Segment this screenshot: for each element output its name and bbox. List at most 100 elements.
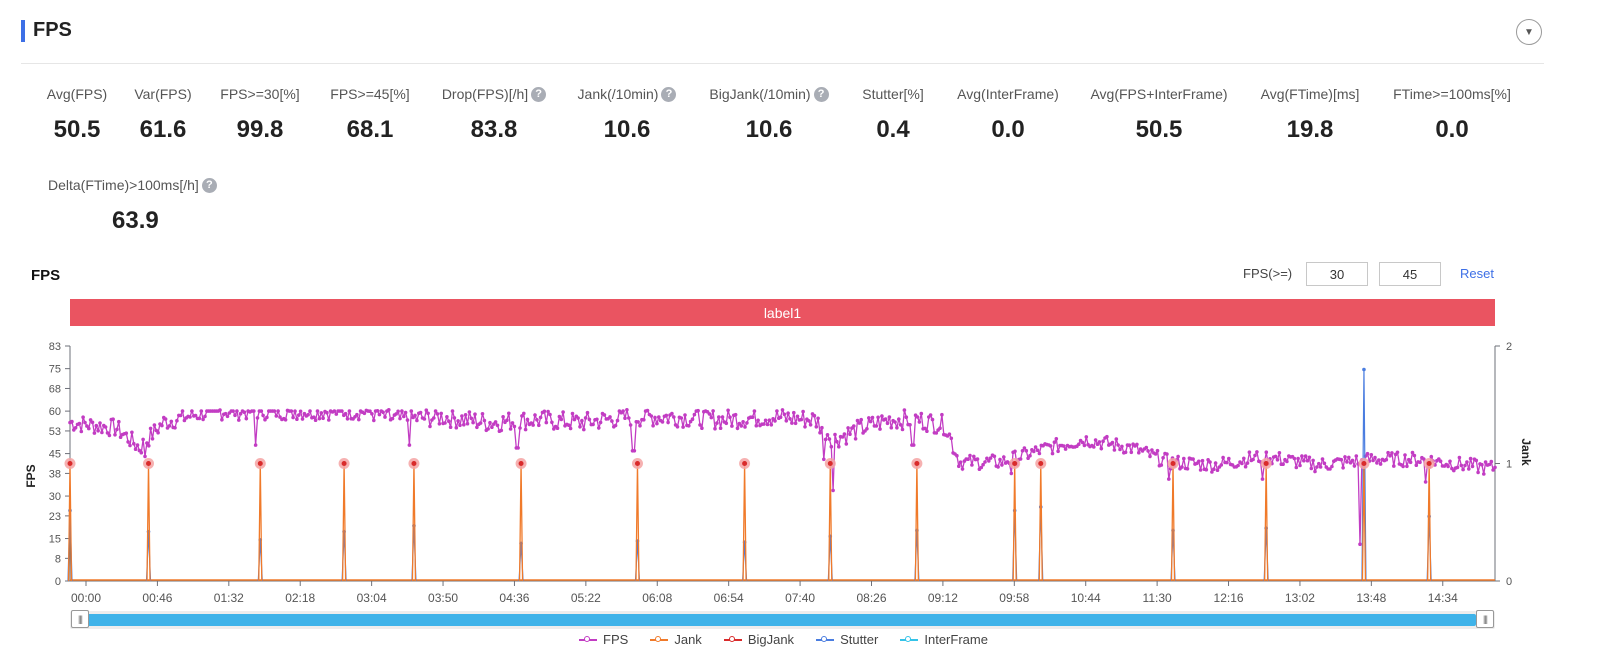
fps-point: [1022, 446, 1027, 450]
metric-label: Delta(FTime)>100ms[/h]?: [48, 177, 217, 193]
fps-point: [1062, 444, 1066, 448]
metric-label: Stutter[%]: [793, 86, 993, 102]
fps-point: [1463, 463, 1467, 468]
fps-point: [1232, 465, 1237, 469]
fps-point: [786, 411, 790, 416]
fps-point: [808, 423, 813, 427]
fps-point: [193, 413, 198, 418]
x-tick-label: 11:30: [1143, 591, 1172, 605]
fps-point: [709, 415, 714, 420]
zoom-slider-range[interactable]: [80, 614, 1476, 626]
y-tick-label: 15: [49, 534, 61, 546]
fps-point: [567, 423, 571, 428]
fps-point: [280, 417, 284, 422]
fps-point: [1120, 444, 1124, 449]
metric-card: Stutter[%] 0.4: [793, 86, 993, 144]
fps-point: [1397, 462, 1402, 466]
fps-point: [705, 410, 710, 414]
fps-point: [1416, 460, 1420, 464]
fps-point: [1320, 457, 1325, 461]
fps-point: [347, 409, 352, 413]
fps-point: [1187, 456, 1192, 461]
fps-point: [1367, 459, 1372, 463]
fps-point: [471, 420, 475, 425]
zoom-handle-right[interactable]: |||: [1476, 610, 1494, 628]
jank-spike: [1426, 463, 1432, 582]
fps-point: [904, 415, 909, 420]
fps-point: [92, 431, 97, 435]
stutter-spike: [145, 531, 152, 582]
jank-marker-halo: [408, 458, 420, 469]
legend-item-stutter[interactable]: Stutter: [816, 632, 878, 647]
fps-point: [137, 448, 142, 453]
help-icon[interactable]: ?: [201, 177, 217, 193]
fps-point: [1028, 453, 1032, 458]
chevron-down-icon[interactable]: ▼: [1516, 19, 1542, 45]
fps-point: [799, 417, 804, 422]
fps-point: [593, 418, 597, 422]
reset-link[interactable]: Reset: [1460, 266, 1494, 281]
fps-point: [913, 413, 918, 418]
fps-point: [1307, 455, 1312, 460]
fps-threshold-high-input[interactable]: [1379, 262, 1441, 286]
fps-point: [664, 413, 669, 418]
x-tick-label: 02:18: [285, 591, 315, 605]
fps-point: [98, 421, 102, 425]
fps-point: [679, 416, 684, 420]
fps-point: [683, 413, 687, 417]
fps-point: [441, 421, 445, 426]
fps-threshold-low-input[interactable]: [1306, 262, 1368, 286]
y-tick-label: 0: [55, 576, 61, 588]
fps-point: [238, 411, 243, 416]
legend-item-fps[interactable]: FPS: [579, 632, 628, 647]
fps-point: [1482, 472, 1486, 476]
help-icon[interactable]: ?: [531, 86, 547, 102]
fps-point: [120, 432, 125, 437]
fps-point: [822, 457, 826, 462]
fps-point: [887, 415, 892, 419]
legend-item-interframe[interactable]: InterFrame: [900, 632, 988, 647]
fps-point: [820, 425, 824, 430]
fps-point: [192, 414, 196, 418]
fps-point: [1277, 451, 1282, 455]
jank-spike: [1170, 463, 1176, 582]
fps-point: [1298, 463, 1302, 468]
fps-point: [208, 409, 213, 413]
fps-point: [207, 409, 211, 413]
fps-point: [1153, 452, 1158, 456]
fps-point: [180, 409, 185, 413]
fps-point: [197, 416, 202, 421]
fps-point: [837, 444, 841, 449]
help-icon[interactable]: ?: [661, 86, 677, 102]
fps-point: [1189, 457, 1194, 461]
fps-point: [480, 412, 485, 416]
bigjank-point: [827, 461, 833, 466]
help-icon[interactable]: ?: [813, 86, 829, 102]
jank-marker-halo: [824, 458, 836, 469]
jank-spike: [742, 463, 747, 582]
fps-point: [323, 409, 327, 414]
fps-point: [450, 409, 455, 413]
fps-point: [803, 425, 807, 429]
legend-item-jank[interactable]: Jank: [650, 632, 702, 647]
fps-point: [672, 415, 676, 419]
fps-point: [162, 415, 166, 420]
fps-point: [340, 409, 344, 413]
fps-point: [512, 424, 517, 429]
fps-point: [445, 415, 449, 419]
fps-point: [351, 417, 355, 421]
metric-value: 50.5: [53, 116, 101, 143]
x-tick-label: 00:46: [142, 591, 172, 605]
fps-point: [1281, 462, 1285, 467]
fps-point: [100, 430, 104, 435]
fps-point: [278, 415, 282, 419]
fps-point: [870, 415, 875, 420]
zoom-handle-left[interactable]: |||: [71, 610, 89, 628]
fps-point: [930, 417, 935, 422]
legend-item-bigjank[interactable]: BigJank: [723, 632, 794, 647]
fps-point: [696, 408, 700, 413]
fps-point: [1440, 464, 1445, 468]
fps-point: [237, 418, 241, 422]
metric-label-text: Jank(/10min): [577, 86, 659, 102]
fps-point: [283, 418, 288, 422]
